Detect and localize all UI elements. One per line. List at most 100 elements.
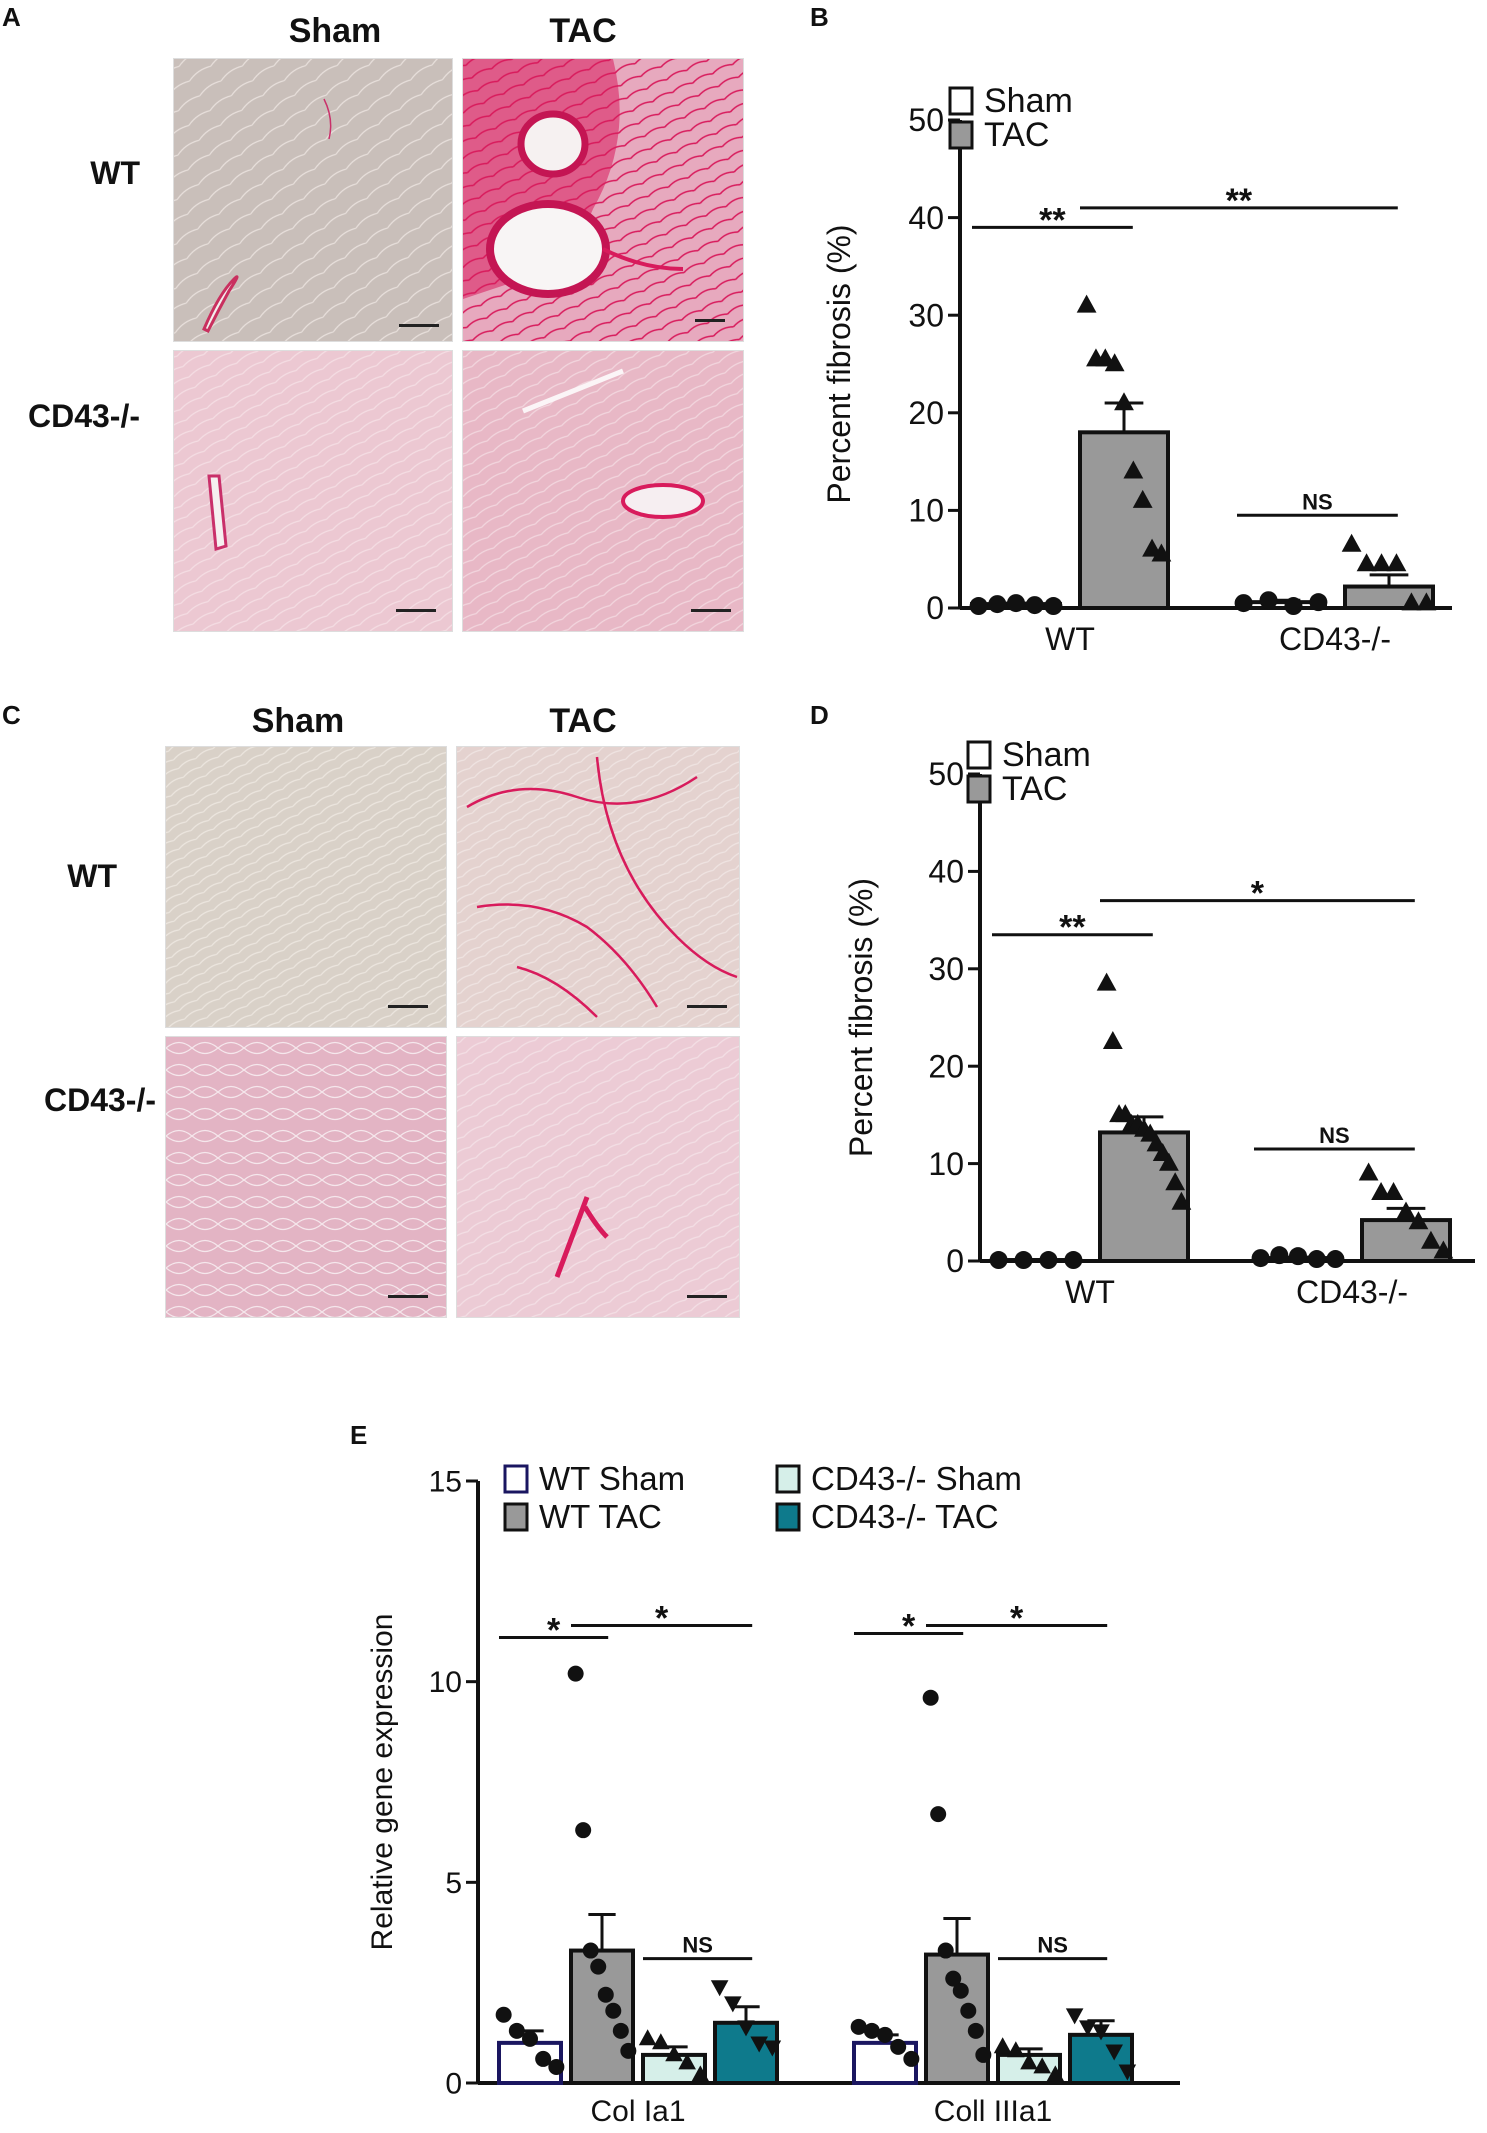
chart-b-point-0-0-0 <box>969 597 988 616</box>
chart-e-point-1-0-0 <box>567 1665 584 1682</box>
chart-b-point-1-0-5 <box>1123 460 1144 479</box>
chart-b-point-1-1-3 <box>1386 553 1407 572</box>
micrograph-c-cd43-sham <box>165 1036 447 1318</box>
chart-b-point-0-0-2 <box>1007 594 1025 613</box>
chart-d-point-1-0-11 <box>1165 1172 1186 1191</box>
chart-e-point-1-0-5 <box>605 2002 622 2019</box>
chart-e-point-1-1-2 <box>937 1942 954 1959</box>
chart-e-point-2-1-4 <box>1046 2065 1065 2082</box>
chart-d-point-1-1-2 <box>1383 1182 1404 1201</box>
panel-letter-a: A <box>2 2 21 32</box>
chart-b-category-label-1: CD43-/- <box>1279 621 1391 657</box>
chart-b-point-0-1-2 <box>1284 597 1303 616</box>
chart-d-point-0-1-3 <box>1307 1250 1326 1269</box>
chart-b-point-1-1-4 <box>1401 592 1422 611</box>
micrograph-c-wt-sham <box>165 746 447 1028</box>
chart-b-ytick-label-2: 20 <box>908 395 944 431</box>
chart-b-ytick-label-4: 40 <box>908 200 944 236</box>
chart-d-point-0-1-4 <box>1326 1250 1345 1269</box>
chart-e-sig-label-4: * <box>1010 1599 1024 1637</box>
chart-b-legend-swatch-0 <box>948 86 974 116</box>
chart-e-point-0-0-3 <box>535 2050 552 2067</box>
chart-d-ytick-label-1: 10 <box>928 1146 964 1182</box>
chart-e-legend-swatch-2 <box>775 1464 801 1494</box>
chart-e-ytick-label-2: 10 <box>429 1666 462 1699</box>
chart-e-point-2-0-1 <box>652 2033 670 2050</box>
chart-d-sig-label-1: * <box>1251 875 1265 913</box>
micrograph-c-wt-tac <box>456 746 740 1028</box>
chart-b-sig-label-1: ** <box>1226 182 1253 220</box>
panel-a-row-cd43: CD43-/- <box>27 398 140 434</box>
chart-e-point-2-1-3 <box>1033 2057 1051 2074</box>
chart-d-category-label-1: CD43-/- <box>1296 1274 1408 1310</box>
chart-b-ytick-label-1: 10 <box>908 493 944 529</box>
micrograph-a-cd43-tac <box>462 350 744 632</box>
chart-d-bar-1-0 <box>1098 1130 1190 1263</box>
chart-d-legend-label-1: TAC <box>1002 770 1067 808</box>
chart-b-point-0-1-0 <box>1234 594 1253 613</box>
chart-d-ytick-label-0: 0 <box>946 1243 964 1279</box>
chart-e-point-2-0-2 <box>665 2045 683 2062</box>
chart-e-point-0-0-4 <box>548 2058 565 2075</box>
chart-b-point-1-1-2 <box>1371 553 1392 572</box>
micrograph-a-cd43-sham <box>173 350 453 632</box>
chart-e-point-3-0-3 <box>750 2036 768 2053</box>
chart-e-point-3-0-0 <box>710 1980 729 1997</box>
chart-d-point-0-1-0 <box>1251 1249 1270 1268</box>
chart-d-point-0-1-1 <box>1270 1246 1289 1265</box>
chart-d-ytick-label-2: 20 <box>928 1048 964 1084</box>
chart-e-legend-swatch-3 <box>775 1502 801 1532</box>
chart-e-point-1-0-6 <box>612 2022 629 2039</box>
chart-e-legend-label-3: CD43-/- TAC <box>811 1498 999 1535</box>
chart-e-point-3-0-2 <box>737 2020 755 2037</box>
chart-e-point-1-1-4 <box>952 1982 969 1999</box>
chart-e-point-0-0-2 <box>522 2030 538 2047</box>
chart-d-ytick-label-5: 50 <box>928 756 964 792</box>
chart-b-point-0-0-1 <box>988 595 1007 614</box>
chart-b-point-1-0-8 <box>1151 543 1172 562</box>
panel-letter-d: D <box>810 700 829 730</box>
chart-d-sig-label-2: NS <box>1319 1123 1350 1148</box>
chart-d-point-1-1-6 <box>1433 1240 1454 1259</box>
panel-a-row-wt: WT <box>90 155 140 191</box>
chart-e-point-0-1-0 <box>850 2018 867 2035</box>
chart-e-point-3-1-3 <box>1105 2044 1123 2061</box>
chart-d-point-0-1-2 <box>1289 1247 1307 1266</box>
chart-b-bar-1-0 <box>1078 430 1170 610</box>
chart-b-sig-label-2: NS <box>1302 489 1333 514</box>
chart-d-point-0-0-0 <box>989 1251 1008 1270</box>
chart-d-point-1-1-4 <box>1408 1211 1429 1230</box>
chart-b-sig-label-0: ** <box>1039 201 1066 239</box>
chart-e-sig-label-5: NS <box>1037 1933 1068 1958</box>
chart-d-point-0-0-1 <box>1014 1251 1033 1270</box>
chart-e-legend-label-2: CD43-/- Sham <box>811 1460 1022 1497</box>
chart-e-legend-label-1: WT TAC <box>539 1498 662 1535</box>
chart-d-point-0-0-3 <box>1064 1251 1083 1270</box>
chart-e-point-3-0-4 <box>763 2040 782 2057</box>
chart-b-point-1-0-0 <box>1076 294 1097 313</box>
panel-letter-b: B <box>810 2 829 32</box>
chart-e-category-label-0: Col Ia1 <box>590 2095 685 2128</box>
panel-c-header-tac: TAC <box>549 702 617 740</box>
chart-d-point-1-1-0 <box>1358 1162 1379 1181</box>
chart-e-category-label-1: Coll IIIa1 <box>934 2095 1052 2128</box>
chart-e-point-1-1-3 <box>945 1970 962 1987</box>
chart-e-point-2-1-2 <box>1020 2053 1038 2070</box>
chart-d-point-1-0-10 <box>1159 1152 1179 1171</box>
chart-d-bar-1-1 <box>1360 1218 1452 1264</box>
chart-b-legend-label-0: Sham <box>984 82 1073 120</box>
panel-letter-c: C <box>2 700 21 730</box>
chart-e-point-1-1-6 <box>967 2022 984 2039</box>
chart-b-point-0-1-3 <box>1309 593 1328 612</box>
panel-c-header-sham: Sham <box>251 702 345 740</box>
chart-b-ylabel: Percent fibrosis (%) <box>821 224 857 503</box>
chart-e-sig-label-2: NS <box>682 1933 713 1958</box>
micrograph-a-wt-tac <box>462 58 744 342</box>
panel-c-row-wt: WT <box>67 858 117 894</box>
chart-e-point-3-1-4 <box>1118 2064 1137 2081</box>
micrograph-a-wt-sham <box>173 58 453 342</box>
chart-e-point-2-0-3 <box>678 2053 696 2070</box>
chart-d-point-1-1-5 <box>1421 1230 1441 1249</box>
chart-d-point-1-0-1 <box>1102 1031 1123 1050</box>
panel-a-header-sham: Sham <box>288 12 382 50</box>
